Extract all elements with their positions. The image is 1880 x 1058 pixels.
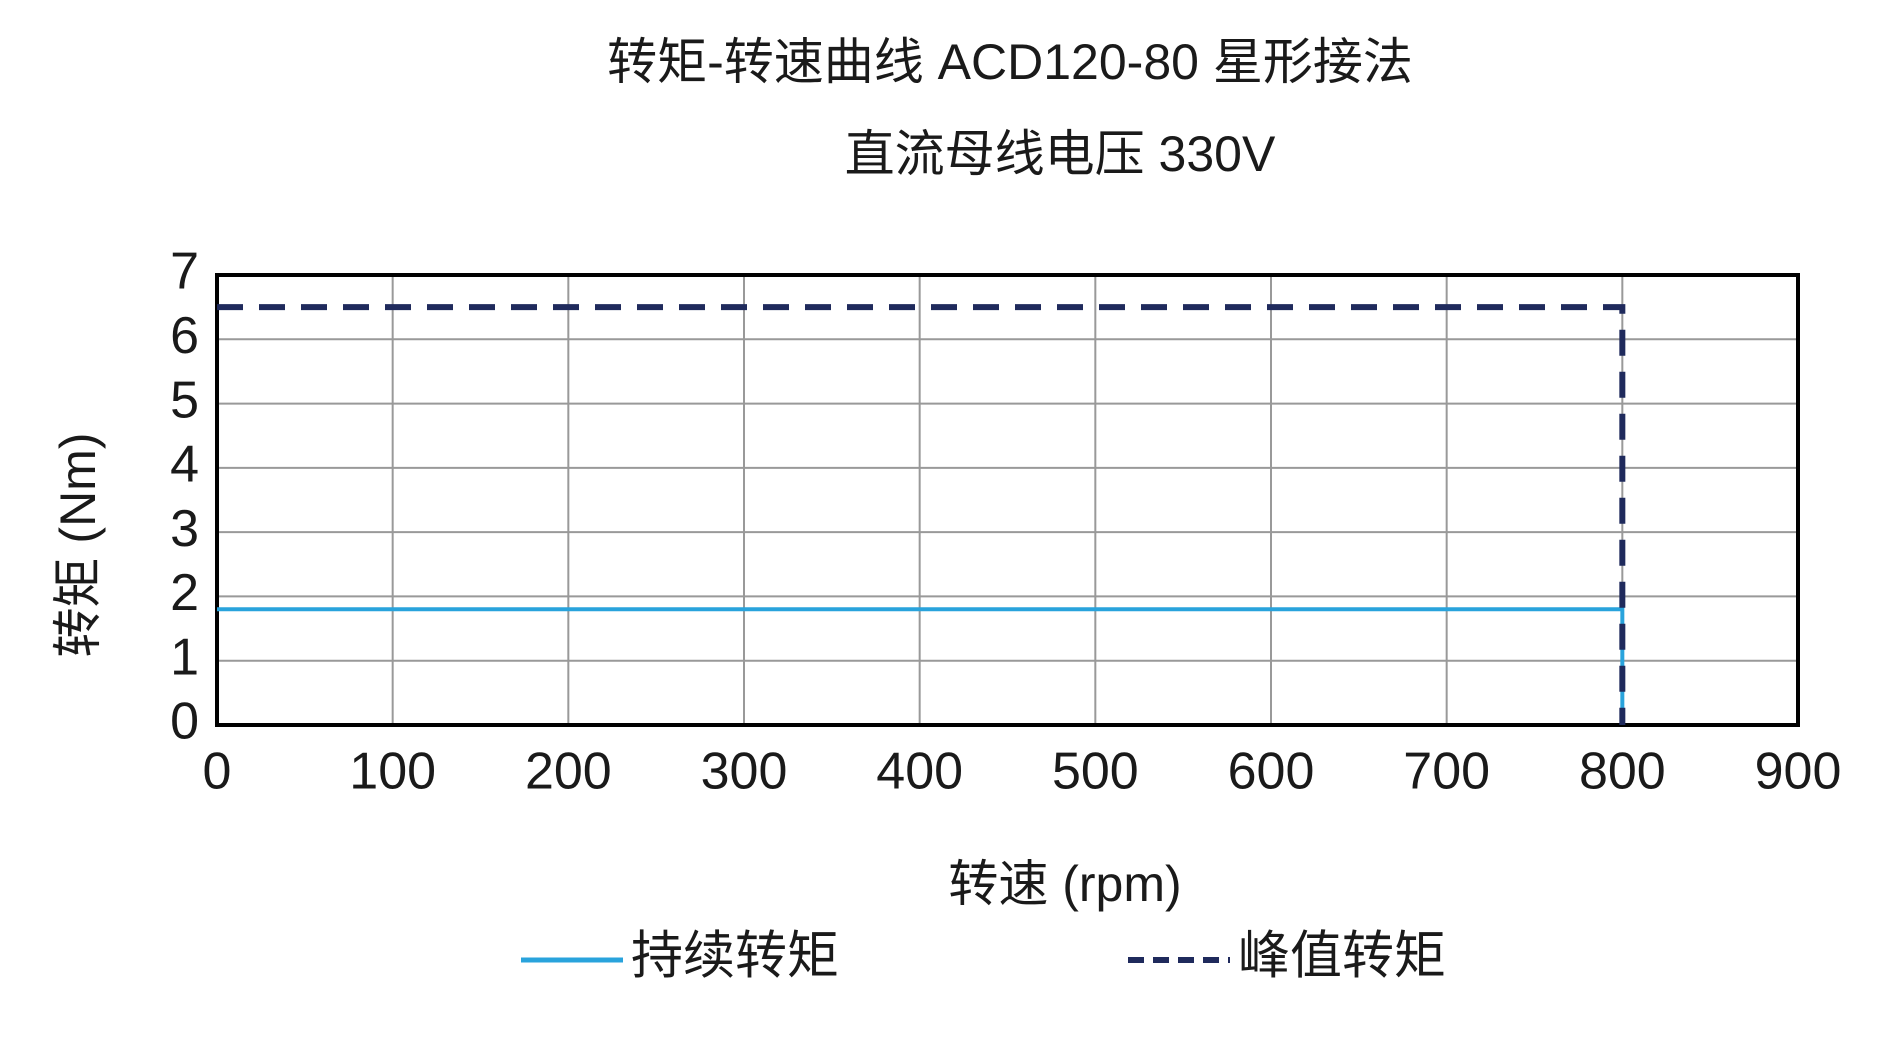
x-tick-label: 100 — [349, 743, 436, 801]
y-tick-label: 7 — [170, 243, 199, 301]
y-tick-label: 4 — [170, 436, 199, 494]
x-tick-label: 600 — [1228, 743, 1315, 801]
plot-frame — [215, 273, 1800, 727]
x-tick-label: 300 — [701, 743, 788, 801]
legend-label: 峰值转矩 — [1238, 928, 1446, 986]
y-tick-label: 3 — [170, 500, 199, 558]
y-tick-label: 1 — [170, 628, 199, 686]
y-tick-label: 2 — [170, 564, 199, 622]
x-axis-label: 转速 (rpm) — [948, 856, 1181, 912]
x-tick-label: 500 — [1052, 743, 1139, 801]
x-tick-label: 900 — [1755, 743, 1842, 801]
series-line — [217, 304, 1626, 725]
x-tick-label: 700 — [1403, 743, 1490, 801]
y-tick-label: 5 — [170, 371, 199, 429]
legend-label: 持续转矩 — [631, 928, 839, 986]
chart-subtitle: 直流母线电压 330V — [845, 126, 1276, 182]
x-tick-label: 800 — [1579, 743, 1666, 801]
x-tick-label: 200 — [525, 743, 612, 801]
x-tick-label: 0 — [203, 743, 232, 801]
chart-title: 转矩-转速曲线 ACD120-80 星形接法 — [607, 34, 1413, 90]
y-axis-label: 转矩 (Nm) — [50, 433, 106, 658]
x-tick-label: 400 — [876, 743, 963, 801]
y-tick-label: 6 — [170, 307, 199, 365]
y-tick-label: 0 — [170, 693, 199, 751]
